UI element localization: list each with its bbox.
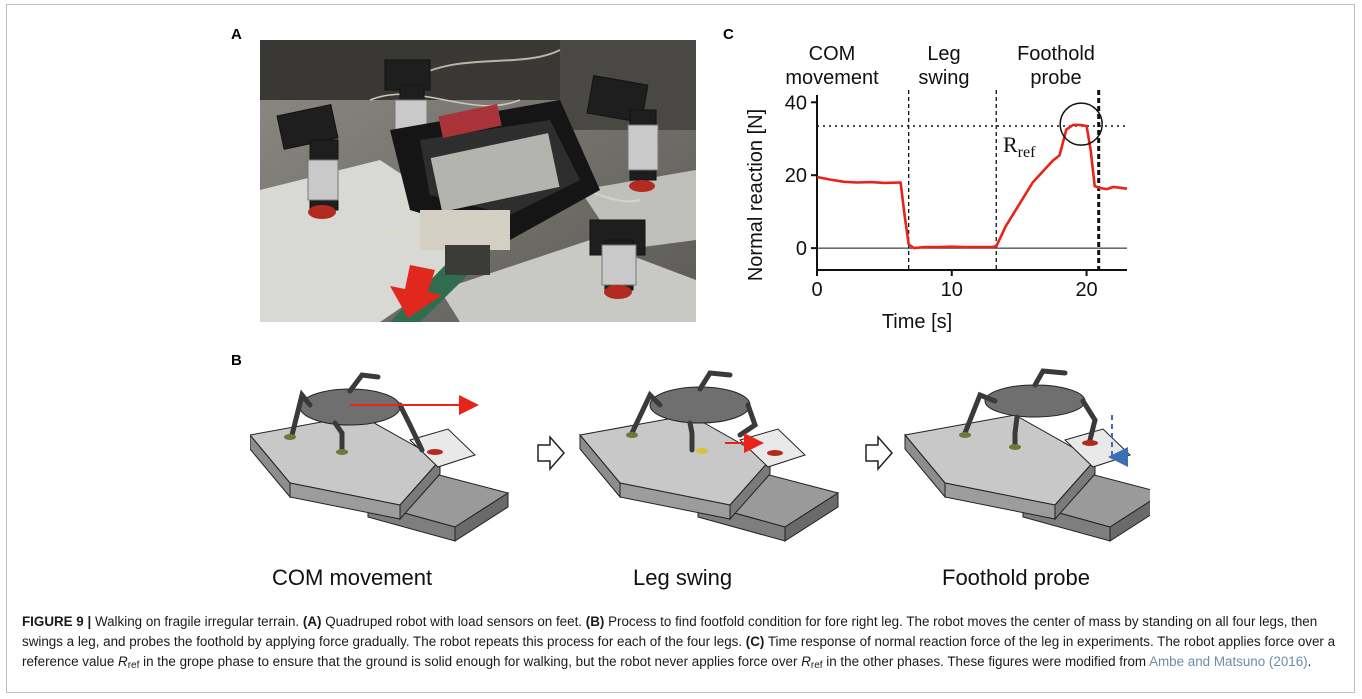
caption-r-sub-2: ref xyxy=(810,660,823,671)
normal-reaction-series-line xyxy=(816,123,1128,250)
process-schematic: COM movement Leg swing Foothold probe xyxy=(249,365,1165,600)
panel-label-c: C xyxy=(723,26,734,43)
caption-r-symbol-2: R xyxy=(801,654,811,669)
stage-com-movement-drawing xyxy=(249,372,510,542)
peak-highlight-circle xyxy=(1059,102,1103,146)
stage-arrow-icon xyxy=(865,435,893,471)
caption-text-b: Process to find footfold condition for f… xyxy=(22,614,1318,649)
robot-photo-illustration xyxy=(260,40,696,322)
stage-leg-swing-drawing xyxy=(579,370,840,542)
direction-arrow-icon xyxy=(390,265,442,318)
phase-label-swing-line1: Leg xyxy=(927,43,960,65)
caption-title: Walking on fragile irregular terrain. xyxy=(94,614,300,629)
caption-r-symbol: R xyxy=(118,654,128,669)
caption-tag-c: (C) xyxy=(745,634,765,649)
panel-label-b: B xyxy=(231,352,242,369)
caption-tag-a: (A) xyxy=(302,614,322,629)
stage-label-com-movement: COM movement xyxy=(272,565,433,590)
reference-subscript: ref xyxy=(1018,144,1036,161)
phase-label-com-line2: movement xyxy=(785,67,879,89)
x-tick-label: 0 xyxy=(811,279,822,301)
x-tick-label: 20 xyxy=(1075,279,1097,301)
normal-reaction-chart: COM movement Leg swing Foothold probe No… xyxy=(712,30,1142,340)
stage-arrow-icon xyxy=(537,435,565,471)
caption-tag-b: (B) xyxy=(585,614,605,629)
reference-label: Rref xyxy=(1003,132,1036,161)
y-tick-label: 0 xyxy=(796,238,807,260)
caption-text-c2: in the grope phase to ensure that the gr… xyxy=(143,654,798,669)
x-tick-label: 10 xyxy=(941,279,963,301)
stage-label-foothold-probe: Foothold probe xyxy=(942,565,1090,590)
y-axis-label: Normal reaction [N] xyxy=(745,109,767,281)
caption-figure-label: FIGURE 9 | xyxy=(22,614,92,629)
robot-photo xyxy=(260,40,696,322)
figure-caption: FIGURE 9 | Walking on fragile irregular … xyxy=(22,612,1344,672)
caption-end: . xyxy=(1307,654,1312,669)
phase-label-com-line1: COM xyxy=(809,43,856,65)
caption-text-c1: Time response of normal reaction force o… xyxy=(22,634,1336,669)
y-tick-label: 40 xyxy=(785,92,807,114)
stage-label-leg-swing: Leg swing xyxy=(633,565,733,590)
caption-text-a: Quadruped robot with load sensors on fee… xyxy=(325,614,583,629)
y-tick-label: 20 xyxy=(785,165,807,187)
phase-label-probe-line1: Foothold xyxy=(1017,43,1095,65)
caption-text-c3: in the other phases. These figures were … xyxy=(826,654,1147,669)
phase-label-swing-line2: swing xyxy=(918,67,969,89)
schematic-svg xyxy=(249,368,1165,542)
chart-svg: COM movement Leg swing Foothold probe No… xyxy=(745,43,1128,333)
stage-foothold-probe-drawing xyxy=(904,368,1165,542)
caption-r-sub: ref xyxy=(127,660,140,671)
panel-label-a: A xyxy=(231,26,242,43)
phase-label-probe-line2: probe xyxy=(1030,67,1081,89)
reference-symbol: R xyxy=(1003,132,1018,157)
x-axis-label: Time [s] xyxy=(882,311,952,333)
caption-reference-link[interactable]: Ambe and Matsuno (2016) xyxy=(1149,654,1308,669)
